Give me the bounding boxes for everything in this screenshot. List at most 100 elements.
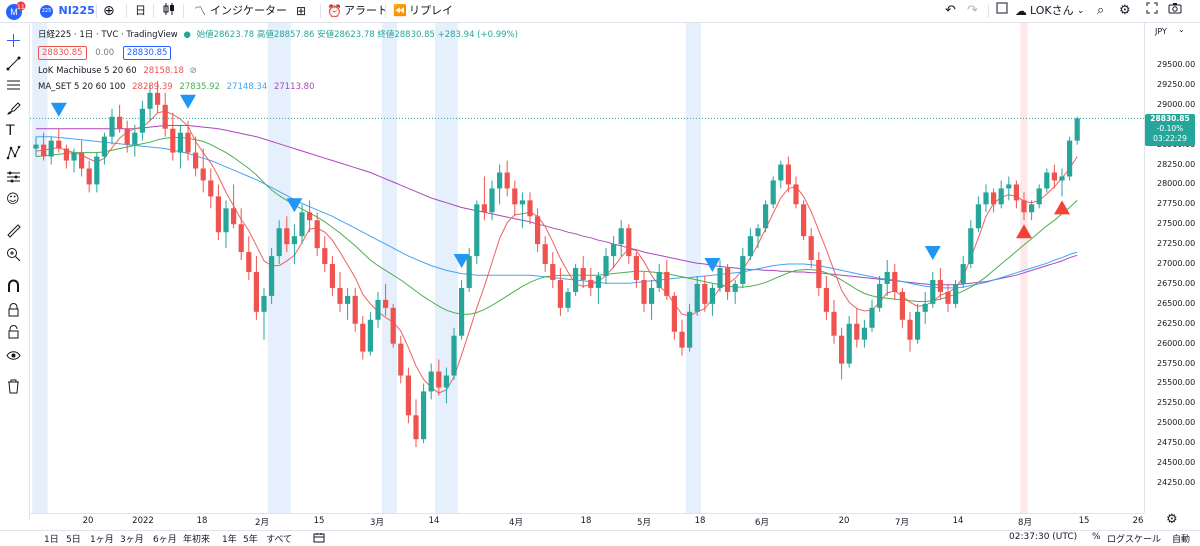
emoji-icon[interactable]: ☺ [6, 192, 20, 207]
candle-body [573, 268, 579, 292]
range-button[interactable]: 年初来 [183, 535, 211, 545]
price-tick: 25750.00 [1157, 358, 1196, 368]
currency-label[interactable]: JPY [1155, 27, 1167, 36]
chevron-down-icon[interactable]: ⌄ [1077, 6, 1085, 16]
candle-body [823, 287, 829, 312]
trash-icon[interactable] [6, 379, 23, 396]
alarm-icon[interactable]: ⏰ [327, 4, 342, 18]
price-chart[interactable] [30, 23, 1144, 513]
candle-body [725, 268, 731, 292]
cloud-icon[interactable]: ☁ [1015, 4, 1027, 18]
alert-button[interactable]: アラート [344, 4, 388, 17]
range-button[interactable]: 1年 [222, 535, 237, 545]
indicators-icon[interactable]: 〽 [194, 4, 207, 18]
layout-grid-icon[interactable]: ⊞ [296, 4, 307, 18]
time-tick: 2月 [255, 518, 269, 528]
candle-body [383, 299, 389, 308]
candle-body [79, 152, 85, 169]
percent-toggle[interactable]: % [1092, 532, 1101, 542]
candle-body [322, 248, 328, 265]
horizontal-lines-icon[interactable] [6, 78, 23, 95]
time-axis[interactable]: 20 2022 18 2月 15 3月 14 4月 18 5月 18 6月 20 7月 14 8月 15 26 [30, 513, 1144, 531]
text-tool-icon[interactable]: T [6, 123, 15, 139]
candle-body [1044, 172, 1050, 189]
layout-square-icon[interactable] [996, 2, 1008, 20]
range-button[interactable]: 1日 [44, 535, 59, 545]
drawing-toolbar: T ☺ [0, 23, 30, 520]
logo-avatar[interactable]: M [4, 1, 26, 20]
interval-selector[interactable]: 日 [135, 4, 146, 17]
price-tick: 28000.00 [1157, 179, 1196, 189]
undo-icon[interactable]: ↶ [945, 3, 956, 18]
range-button[interactable]: 3ヶ月 [120, 535, 144, 545]
candle-body [884, 272, 890, 284]
camera-icon[interactable] [1168, 2, 1182, 20]
candle-body [193, 152, 199, 169]
trendline-icon[interactable] [6, 56, 23, 73]
range-button[interactable]: 5年 [243, 535, 258, 545]
replay-icon[interactable]: ⏪ [393, 4, 407, 17]
symbol-search[interactable]: 225 NI225 [40, 2, 95, 20]
range-button[interactable]: 6ヶ月 [153, 535, 177, 545]
chevron-down-icon[interactable]: ⌄ [1178, 25, 1185, 34]
user-layout-name[interactable]: LOKさん [1030, 4, 1074, 17]
compare-add-icon[interactable]: ⊕ [103, 3, 115, 19]
bar-countdown: 03:22:29 [1153, 134, 1187, 143]
price-tick: 24750.00 [1157, 438, 1196, 448]
symbol-badge-icon: 225 [40, 4, 53, 18]
fullscreen-icon[interactable] [1146, 2, 1158, 20]
candle-body [200, 168, 206, 181]
candle-body [375, 299, 381, 320]
candle-body [481, 204, 487, 213]
bottom-toolbar: 1日 5日 1ヶ月 3ヶ月 6ヶ月 年初来 1年 5年 すべて 02:37:30 (UTC) %… [0, 530, 1200, 546]
candle-body [459, 287, 465, 336]
auto-scale-toggle[interactable]: 自動 [1172, 535, 1191, 545]
candle-style-icon[interactable] [162, 2, 176, 20]
pattern-icon[interactable] [6, 145, 23, 162]
lock-drawing-icon[interactable] [6, 303, 23, 320]
indicator-legend-ma[interactable]: MA_SET 5 20 60 100 28289.39 27835.92 271… [38, 82, 315, 92]
price-axis[interactable]: JPY ⌄ 29500.0029250.0029000.0028750.0028… [1144, 23, 1200, 513]
candle-body [261, 295, 267, 312]
sell-signal-marker [180, 94, 196, 109]
candle-body [314, 220, 320, 249]
redo-icon[interactable]: ↷ [967, 3, 978, 18]
indicator-legend-lok[interactable]: LoK Machibuse 5 20 60 28158.18 ⊘ [38, 66, 197, 76]
goto-date-icon[interactable] [313, 532, 325, 546]
buy-price-box[interactable]: 28830.85 [122, 46, 172, 60]
range-button[interactable]: 1ヶ月 [90, 535, 114, 545]
chart-pane[interactable] [30, 23, 1144, 513]
candle-body [808, 236, 814, 261]
axis-settings-gear-icon[interactable]: ⚙ [1166, 512, 1178, 527]
forecast-icon[interactable] [6, 169, 23, 186]
ma100-value: 27113.80 [273, 82, 315, 92]
replay-button[interactable]: リプレイ [409, 4, 453, 17]
candle-body [1059, 176, 1065, 181]
eye-icon[interactable] [6, 348, 23, 365]
price-tick: 28250.00 [1157, 159, 1196, 169]
ma5-value: 28289.39 [132, 82, 173, 92]
candle-body [291, 236, 297, 245]
ruler-icon[interactable] [6, 223, 23, 240]
candle-body [633, 256, 639, 280]
range-button[interactable]: すべて [266, 535, 293, 545]
price-tick: 29250.00 [1157, 79, 1196, 89]
indicators-button[interactable]: インジケーター [210, 4, 287, 17]
time-tick: 3月 [370, 518, 384, 528]
utc-clock[interactable]: 02:37:30 (UTC) [1009, 532, 1078, 542]
magnet-icon[interactable] [6, 279, 23, 296]
log-scale-toggle[interactable]: ログスケール [1107, 535, 1162, 545]
zoom-in-icon[interactable] [6, 247, 23, 264]
search-icon[interactable]: ⌕ [1097, 3, 1105, 18]
candle-body [276, 228, 282, 257]
gear-icon[interactable]: ⚙ [1119, 3, 1131, 18]
time-tick: 18 [694, 516, 706, 526]
sell-price-box[interactable]: 28830.85 [38, 46, 87, 60]
range-button[interactable]: 5日 [66, 535, 81, 545]
symbol-name: NI225 [58, 4, 95, 17]
crosshair-icon[interactable] [6, 33, 23, 50]
candle-body [595, 275, 601, 288]
lock-all-icon[interactable] [6, 325, 23, 342]
brush-icon[interactable] [6, 101, 23, 118]
sell-signal-marker [50, 102, 67, 117]
